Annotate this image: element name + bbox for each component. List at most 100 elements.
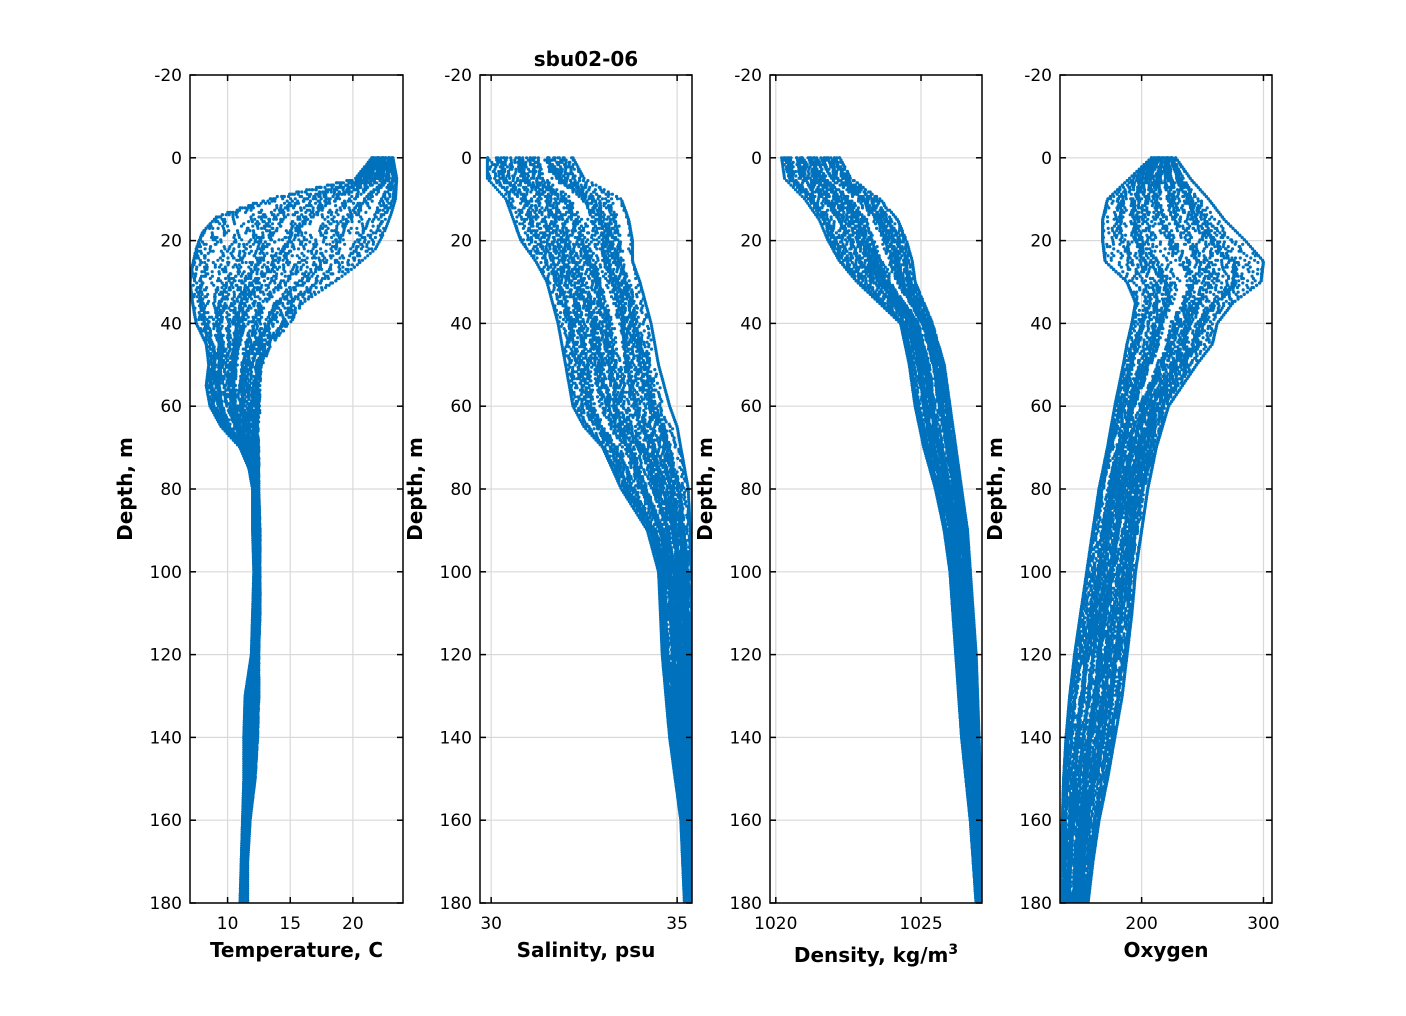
data-point [221, 258, 225, 262]
data-point [203, 322, 207, 326]
data-point [255, 272, 259, 276]
data-point [210, 270, 214, 274]
data-point [216, 279, 220, 283]
data-point [194, 267, 199, 271]
data-point [201, 313, 205, 317]
data-point [199, 251, 203, 255]
data-point [273, 197, 277, 201]
data-point [225, 249, 229, 253]
data-point [302, 206, 306, 210]
data-point [231, 256, 236, 260]
data-point [277, 208, 281, 212]
data-point [247, 220, 251, 224]
data-point [292, 192, 297, 196]
data-point [227, 260, 231, 265]
data-point [232, 240, 236, 244]
data-point [274, 217, 278, 221]
data-point [250, 263, 254, 267]
data-point [204, 272, 208, 276]
data-point [235, 215, 239, 219]
data-point [316, 192, 320, 196]
data-point [244, 247, 248, 251]
data-point [292, 206, 296, 210]
data-point [299, 208, 303, 212]
data-point [232, 235, 236, 240]
data-point [300, 194, 304, 199]
data-point [204, 242, 208, 246]
data-point [218, 279, 222, 283]
data-point [219, 356, 223, 360]
data-point [224, 290, 228, 294]
data-point [196, 299, 200, 303]
data-point [224, 283, 228, 287]
data-point [251, 213, 255, 217]
data-point [223, 247, 227, 251]
data-point [231, 215, 235, 219]
data-point [244, 231, 248, 235]
data-point [279, 224, 283, 228]
data-point [239, 224, 244, 228]
data-point [202, 317, 206, 322]
data-point [202, 308, 206, 312]
data-point [221, 224, 225, 228]
data-point [217, 338, 221, 342]
data-point [252, 235, 256, 240]
data-point [240, 260, 244, 265]
data-point [265, 229, 269, 233]
data-point [304, 197, 308, 201]
data-point [220, 411, 224, 415]
data-point [206, 324, 210, 328]
data-point [204, 329, 208, 333]
data-point [190, 297, 194, 301]
data-point [194, 256, 198, 260]
data-point [240, 238, 244, 242]
data-point [229, 251, 233, 255]
data-point [282, 215, 287, 219]
data-point [258, 238, 262, 242]
data-point [235, 210, 239, 214]
data-point [280, 194, 284, 199]
data-point [314, 188, 318, 192]
data-point [208, 226, 212, 230]
data-point [307, 188, 312, 192]
data-point [326, 183, 331, 187]
data-point [198, 263, 202, 267]
data-points [190, 156, 399, 903]
data-point [190, 292, 194, 296]
data-point [233, 222, 237, 226]
data-point [272, 231, 276, 235]
data-point [216, 226, 220, 230]
data-point [251, 224, 255, 228]
data-point [237, 270, 242, 274]
data-point [192, 279, 197, 283]
data-point [275, 204, 279, 208]
data-point [217, 313, 221, 317]
data-point [245, 242, 249, 246]
data-point [224, 276, 228, 281]
data-point [259, 201, 263, 205]
data-point [235, 229, 240, 233]
data-point [259, 256, 263, 260]
data-point [242, 242, 246, 246]
data-point [225, 224, 230, 228]
data-point [214, 242, 218, 246]
data-point [249, 272, 253, 276]
data-point [196, 256, 200, 260]
data-point [220, 286, 224, 290]
figure-title: sbu02-06 [534, 47, 638, 71]
data-point [249, 208, 253, 212]
data-point [265, 251, 269, 255]
data-point [305, 192, 309, 196]
data-point [282, 201, 287, 205]
data-point [204, 295, 208, 299]
data-point [240, 290, 244, 294]
data-point [232, 315, 236, 319]
data-point [253, 217, 257, 221]
data-point [264, 201, 268, 205]
data-point [243, 206, 247, 210]
data-point [239, 274, 243, 278]
data-point [197, 317, 201, 322]
data-point [206, 370, 210, 374]
data-point [262, 258, 266, 262]
data-point [244, 210, 248, 214]
